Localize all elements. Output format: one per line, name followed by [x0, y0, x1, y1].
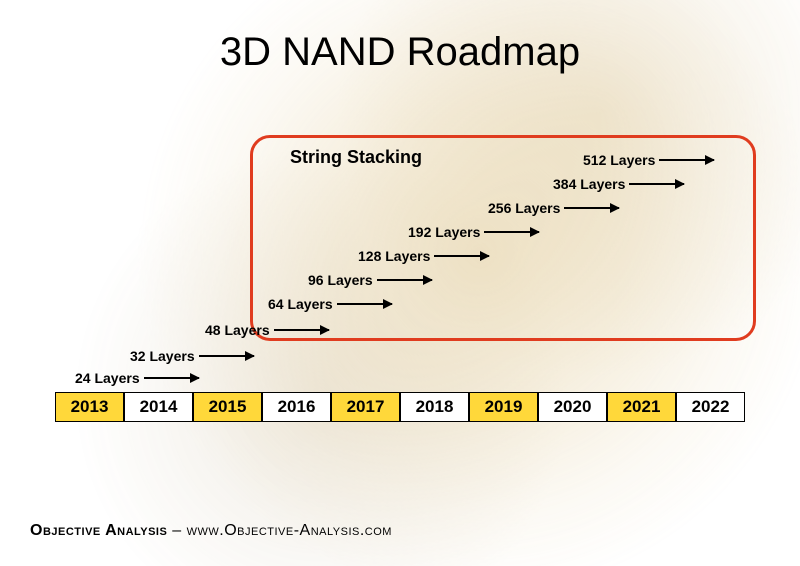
- layer-label: 96 Layers: [308, 272, 377, 288]
- arrow-right-icon: [199, 355, 254, 357]
- layer-label: 64 Layers: [268, 296, 337, 312]
- layer-item: 48 Layers: [205, 322, 329, 338]
- footer-sep: –: [167, 522, 186, 539]
- layer-item: 24 Layers: [75, 370, 199, 386]
- arrow-right-icon: [484, 231, 539, 233]
- year-cell: 2020: [538, 392, 607, 422]
- year-cell: 2016: [262, 392, 331, 422]
- layer-label: 384 Layers: [553, 176, 629, 192]
- arrow-right-icon: [274, 329, 329, 331]
- layer-item: 128 Layers: [358, 248, 489, 264]
- arrow-right-icon: [629, 183, 684, 185]
- layer-item: 384 Layers: [553, 176, 684, 192]
- footer-attribution: Objective Analysis – www.Objective-Analy…: [30, 522, 392, 540]
- arrow-right-icon: [337, 303, 392, 305]
- string-stacking-label: String Stacking: [290, 147, 422, 168]
- layer-label: 512 Layers: [583, 152, 659, 168]
- arrow-right-icon: [564, 207, 619, 209]
- layer-label: 192 Layers: [408, 224, 484, 240]
- year-cell: 2017: [331, 392, 400, 422]
- layer-label: 256 Layers: [488, 200, 564, 216]
- layer-label: 24 Layers: [75, 370, 144, 386]
- arrow-right-icon: [434, 255, 489, 257]
- year-cell: 2019: [469, 392, 538, 422]
- layer-label: 32 Layers: [130, 348, 199, 364]
- footer-brand: Objective Analysis: [30, 522, 167, 539]
- year-cell: 2022: [676, 392, 745, 422]
- layer-item: 96 Layers: [308, 272, 432, 288]
- layer-label: 48 Layers: [205, 322, 274, 338]
- layer-item: 64 Layers: [268, 296, 392, 312]
- layer-item: 32 Layers: [130, 348, 254, 364]
- footer-url: www.Objective-Analysis.com: [187, 522, 392, 539]
- arrow-right-icon: [144, 377, 199, 379]
- chart-title-text: 3D NAND Roadmap: [220, 30, 580, 74]
- chart-title: 3D NAND Roadmap: [0, 30, 800, 75]
- year-cell: 2015: [193, 392, 262, 422]
- layer-item: 512 Layers: [583, 152, 714, 168]
- year-cell: 2014: [124, 392, 193, 422]
- layer-item: 192 Layers: [408, 224, 539, 240]
- year-cell: 2013: [55, 392, 124, 422]
- year-cell: 2018: [400, 392, 469, 422]
- layer-item: 256 Layers: [488, 200, 619, 216]
- year-axis: 2013201420152016201720182019202020212022: [55, 392, 745, 422]
- year-cell: 2021: [607, 392, 676, 422]
- arrow-right-icon: [377, 279, 432, 281]
- arrow-right-icon: [659, 159, 714, 161]
- layer-label: 128 Layers: [358, 248, 434, 264]
